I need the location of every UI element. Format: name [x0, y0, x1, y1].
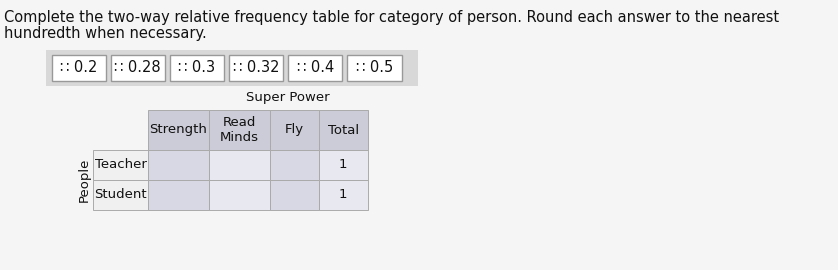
Bar: [93, 150, 148, 180]
Text: ∷ 0.32: ∷ 0.32: [233, 60, 279, 76]
Text: ∷ 0.28: ∷ 0.28: [115, 60, 161, 76]
Bar: [93, 110, 148, 150]
Bar: [148, 110, 209, 150]
Bar: [209, 150, 270, 180]
FancyBboxPatch shape: [229, 55, 283, 81]
Text: 1: 1: [339, 188, 348, 201]
Bar: [148, 180, 209, 210]
Text: ∷ 0.5: ∷ 0.5: [356, 60, 393, 76]
Bar: [209, 110, 270, 150]
FancyBboxPatch shape: [288, 55, 343, 81]
FancyBboxPatch shape: [52, 55, 106, 81]
Text: Teacher: Teacher: [95, 158, 147, 171]
Bar: [318, 180, 368, 210]
Text: Strength: Strength: [149, 123, 207, 137]
Text: ∷ 0.4: ∷ 0.4: [297, 60, 334, 76]
Bar: [318, 110, 368, 150]
Bar: [93, 180, 148, 210]
FancyBboxPatch shape: [348, 55, 401, 81]
Text: Fly: Fly: [285, 123, 303, 137]
Bar: [209, 180, 270, 210]
Text: 1: 1: [339, 158, 348, 171]
Text: ∷ 0.3: ∷ 0.3: [178, 60, 215, 76]
Text: Complete the two-way relative frequency table for category of person. Round each: Complete the two-way relative frequency …: [4, 10, 779, 25]
Text: Read
Minds: Read Minds: [220, 116, 259, 144]
Bar: [46, 50, 418, 86]
FancyBboxPatch shape: [111, 55, 165, 81]
Text: People: People: [78, 158, 91, 202]
Bar: [148, 150, 209, 180]
Text: ∷ 0.2: ∷ 0.2: [60, 60, 97, 76]
Bar: [270, 180, 318, 210]
Text: hundredth when necessary.: hundredth when necessary.: [4, 26, 207, 41]
FancyBboxPatch shape: [170, 55, 224, 81]
Text: Total: Total: [328, 123, 359, 137]
Text: Super Power: Super Power: [246, 91, 330, 104]
Bar: [270, 150, 318, 180]
Bar: [318, 150, 368, 180]
Text: Student: Student: [94, 188, 147, 201]
Bar: [270, 110, 318, 150]
